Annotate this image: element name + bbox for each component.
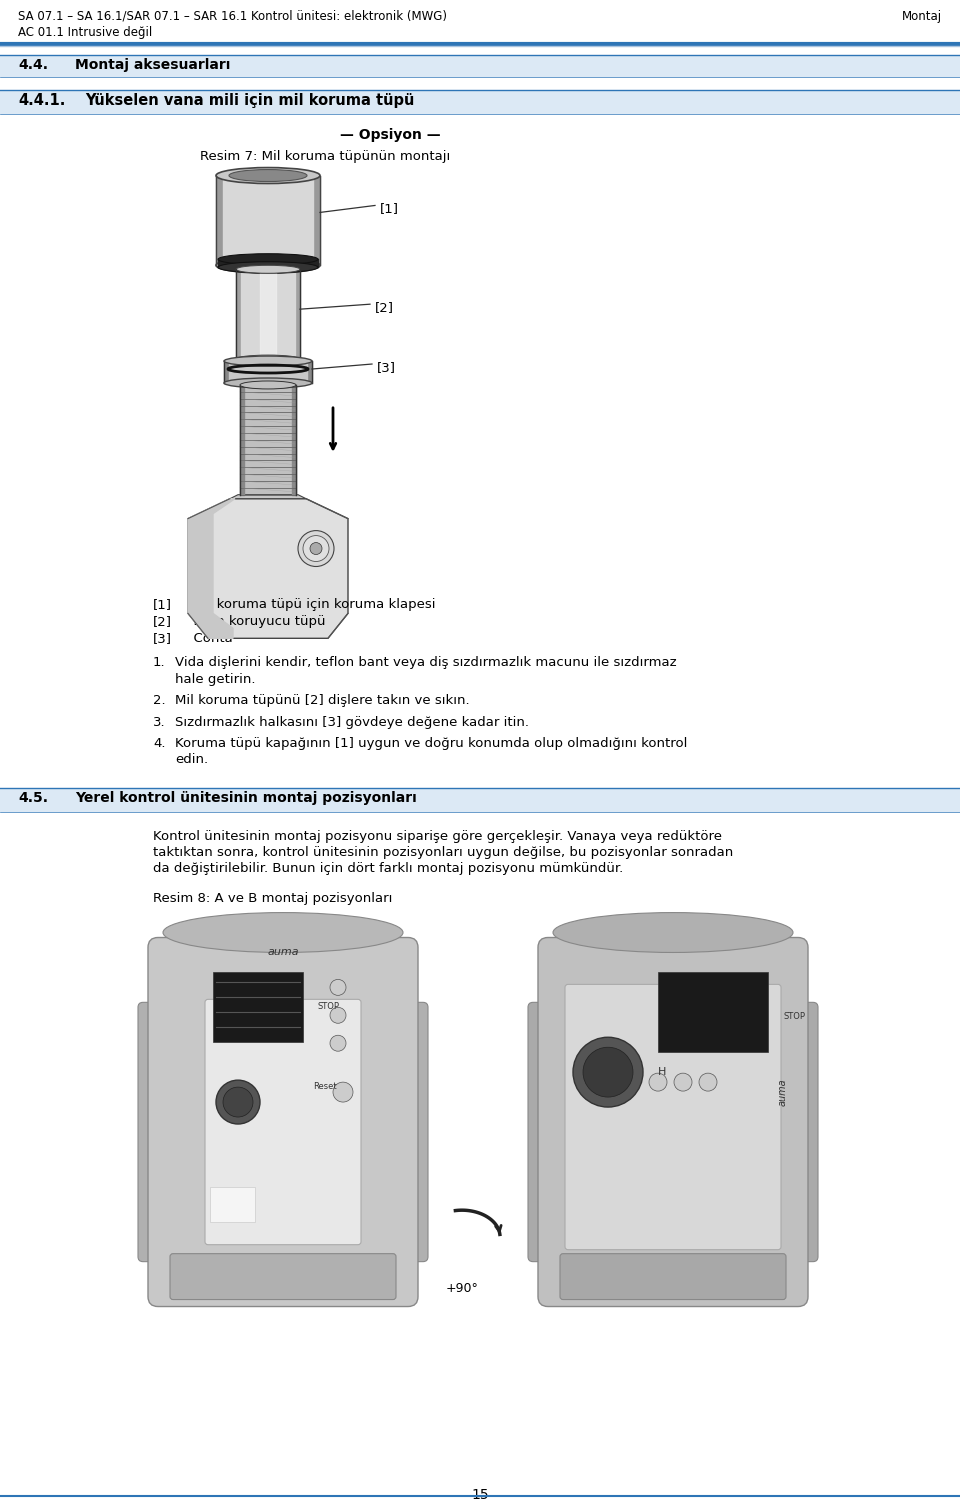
FancyBboxPatch shape bbox=[560, 1254, 786, 1299]
Text: auma: auma bbox=[267, 948, 299, 957]
Text: Yerel kontrol ünitesinin montaj pozisyonları: Yerel kontrol ünitesinin montaj pozisyon… bbox=[75, 792, 417, 805]
Text: edin.: edin. bbox=[175, 754, 208, 766]
Circle shape bbox=[216, 1081, 260, 1124]
Text: 4.: 4. bbox=[153, 737, 165, 749]
FancyBboxPatch shape bbox=[148, 938, 418, 1306]
Text: SA 07.1 – SA 16.1/SAR 07.1 – SAR 16.1 Kontrol ünitesi: elektronik (MWG): SA 07.1 – SA 16.1/SAR 07.1 – SAR 16.1 Ko… bbox=[18, 11, 447, 23]
Ellipse shape bbox=[218, 254, 318, 265]
Text: Mil koruma tüpünü [2] dişlere takın ve sıkın.: Mil koruma tüpünü [2] dişlere takın ve s… bbox=[175, 694, 469, 707]
Text: STOP: STOP bbox=[783, 1013, 805, 1022]
FancyBboxPatch shape bbox=[138, 1002, 178, 1261]
Ellipse shape bbox=[236, 265, 300, 274]
Text: 4.4.: 4.4. bbox=[18, 57, 48, 72]
Text: hale getirin.: hale getirin. bbox=[175, 673, 255, 686]
Text: auma: auma bbox=[778, 1078, 788, 1106]
Text: 2.: 2. bbox=[153, 694, 166, 707]
Text: H: H bbox=[658, 1067, 666, 1078]
Text: Koruma tüpü kapağının [1] uygun ve doğru konumda olup olmadığını kontrol: Koruma tüpü kapağının [1] uygun ve doğru… bbox=[175, 737, 687, 749]
Text: 4.5.: 4.5. bbox=[18, 792, 48, 805]
Text: Kontrol ünitesinin montaj pozisyonu siparişe göre gerçekleşir. Vanaya veya redük: Kontrol ünitesinin montaj pozisyonu sipa… bbox=[153, 829, 722, 843]
Bar bbox=[658, 972, 768, 1052]
Text: Vida dişlerini kendir, teflon bant veya diş sızdırmazlık macunu ile sızdırmaz: Vida dişlerini kendir, teflon bant veya … bbox=[175, 656, 677, 670]
Bar bbox=[210, 1187, 255, 1222]
Ellipse shape bbox=[553, 912, 793, 953]
Text: Resim 7: Mil koruma tüpünün montajı: Resim 7: Mil koruma tüpünün montajı bbox=[200, 149, 450, 163]
Bar bbox=[213, 972, 303, 1043]
FancyBboxPatch shape bbox=[528, 1002, 568, 1261]
Circle shape bbox=[330, 1035, 346, 1050]
Circle shape bbox=[699, 1073, 717, 1091]
Bar bbox=[0, 54, 960, 77]
Ellipse shape bbox=[224, 357, 312, 366]
Text: 15: 15 bbox=[471, 1488, 489, 1502]
Ellipse shape bbox=[216, 167, 320, 184]
Text: 3.: 3. bbox=[153, 715, 166, 728]
Text: AC 01.1 Intrusive değil: AC 01.1 Intrusive değil bbox=[18, 26, 153, 39]
Circle shape bbox=[583, 1047, 633, 1097]
Bar bbox=[0, 90, 960, 114]
Text: +90°: +90° bbox=[445, 1282, 478, 1294]
Text: Mil koruma tüpü için koruma klapesi: Mil koruma tüpü için koruma klapesi bbox=[185, 599, 436, 611]
Circle shape bbox=[223, 1087, 253, 1117]
FancyBboxPatch shape bbox=[565, 984, 781, 1249]
Circle shape bbox=[330, 1007, 346, 1023]
Circle shape bbox=[310, 543, 322, 554]
Text: Montaj aksesuarları: Montaj aksesuarları bbox=[75, 57, 230, 72]
FancyBboxPatch shape bbox=[778, 1002, 818, 1261]
Text: — Opsiyon —: — Opsiyon — bbox=[340, 128, 441, 141]
Ellipse shape bbox=[163, 912, 403, 953]
Text: STOP: STOP bbox=[317, 1002, 339, 1011]
Circle shape bbox=[674, 1073, 692, 1091]
Polygon shape bbox=[230, 495, 306, 498]
Text: [3]: [3] bbox=[377, 361, 396, 375]
Text: [2]: [2] bbox=[375, 301, 394, 315]
Circle shape bbox=[330, 980, 346, 995]
Ellipse shape bbox=[229, 170, 307, 182]
Text: [2]: [2] bbox=[153, 616, 172, 629]
Text: taktıktan sonra, kontrol ünitesinin pozisyonları uygun değilse, bu pozisyonlar s: taktıktan sonra, kontrol ünitesinin pozi… bbox=[153, 846, 733, 859]
Text: da değiştirilebilir. Bunun için dört farklı montaj pozisyonu mümkündür.: da değiştirilebilir. Bunun için dört far… bbox=[153, 862, 623, 874]
Ellipse shape bbox=[216, 257, 320, 274]
FancyBboxPatch shape bbox=[170, 1254, 396, 1299]
FancyBboxPatch shape bbox=[388, 1002, 428, 1261]
Ellipse shape bbox=[218, 262, 318, 272]
Circle shape bbox=[333, 1082, 353, 1102]
Text: Montaj: Montaj bbox=[901, 11, 942, 23]
Text: [1]: [1] bbox=[153, 599, 172, 611]
Text: 1.: 1. bbox=[153, 656, 166, 670]
Text: 4.4.1.: 4.4.1. bbox=[18, 93, 65, 108]
FancyBboxPatch shape bbox=[538, 938, 808, 1306]
Text: Yükselen vana mili için mil koruma tüpü: Yükselen vana mili için mil koruma tüpü bbox=[85, 93, 415, 108]
Circle shape bbox=[303, 536, 329, 561]
FancyBboxPatch shape bbox=[205, 999, 361, 1245]
Ellipse shape bbox=[236, 355, 300, 363]
Text: Milin koruyucu tüpü: Milin koruyucu tüpü bbox=[185, 616, 325, 629]
Ellipse shape bbox=[224, 378, 312, 388]
Text: [1]: [1] bbox=[380, 203, 399, 215]
Text: Conta: Conta bbox=[185, 632, 232, 646]
Circle shape bbox=[649, 1073, 667, 1091]
Text: Sızdırmazlık halkasını [3] gövdeye değene kadar itin.: Sızdırmazlık halkasını [3] gövdeye değen… bbox=[175, 715, 529, 728]
Polygon shape bbox=[188, 498, 348, 638]
Circle shape bbox=[298, 531, 334, 566]
Circle shape bbox=[573, 1037, 643, 1108]
Ellipse shape bbox=[240, 381, 296, 388]
Text: Resim 8: A ve B montaj pozisyonları: Resim 8: A ve B montaj pozisyonları bbox=[153, 891, 393, 905]
Text: [3]: [3] bbox=[153, 632, 172, 646]
Text: Reset: Reset bbox=[313, 1082, 337, 1091]
Bar bbox=[0, 789, 960, 811]
Polygon shape bbox=[188, 498, 235, 638]
